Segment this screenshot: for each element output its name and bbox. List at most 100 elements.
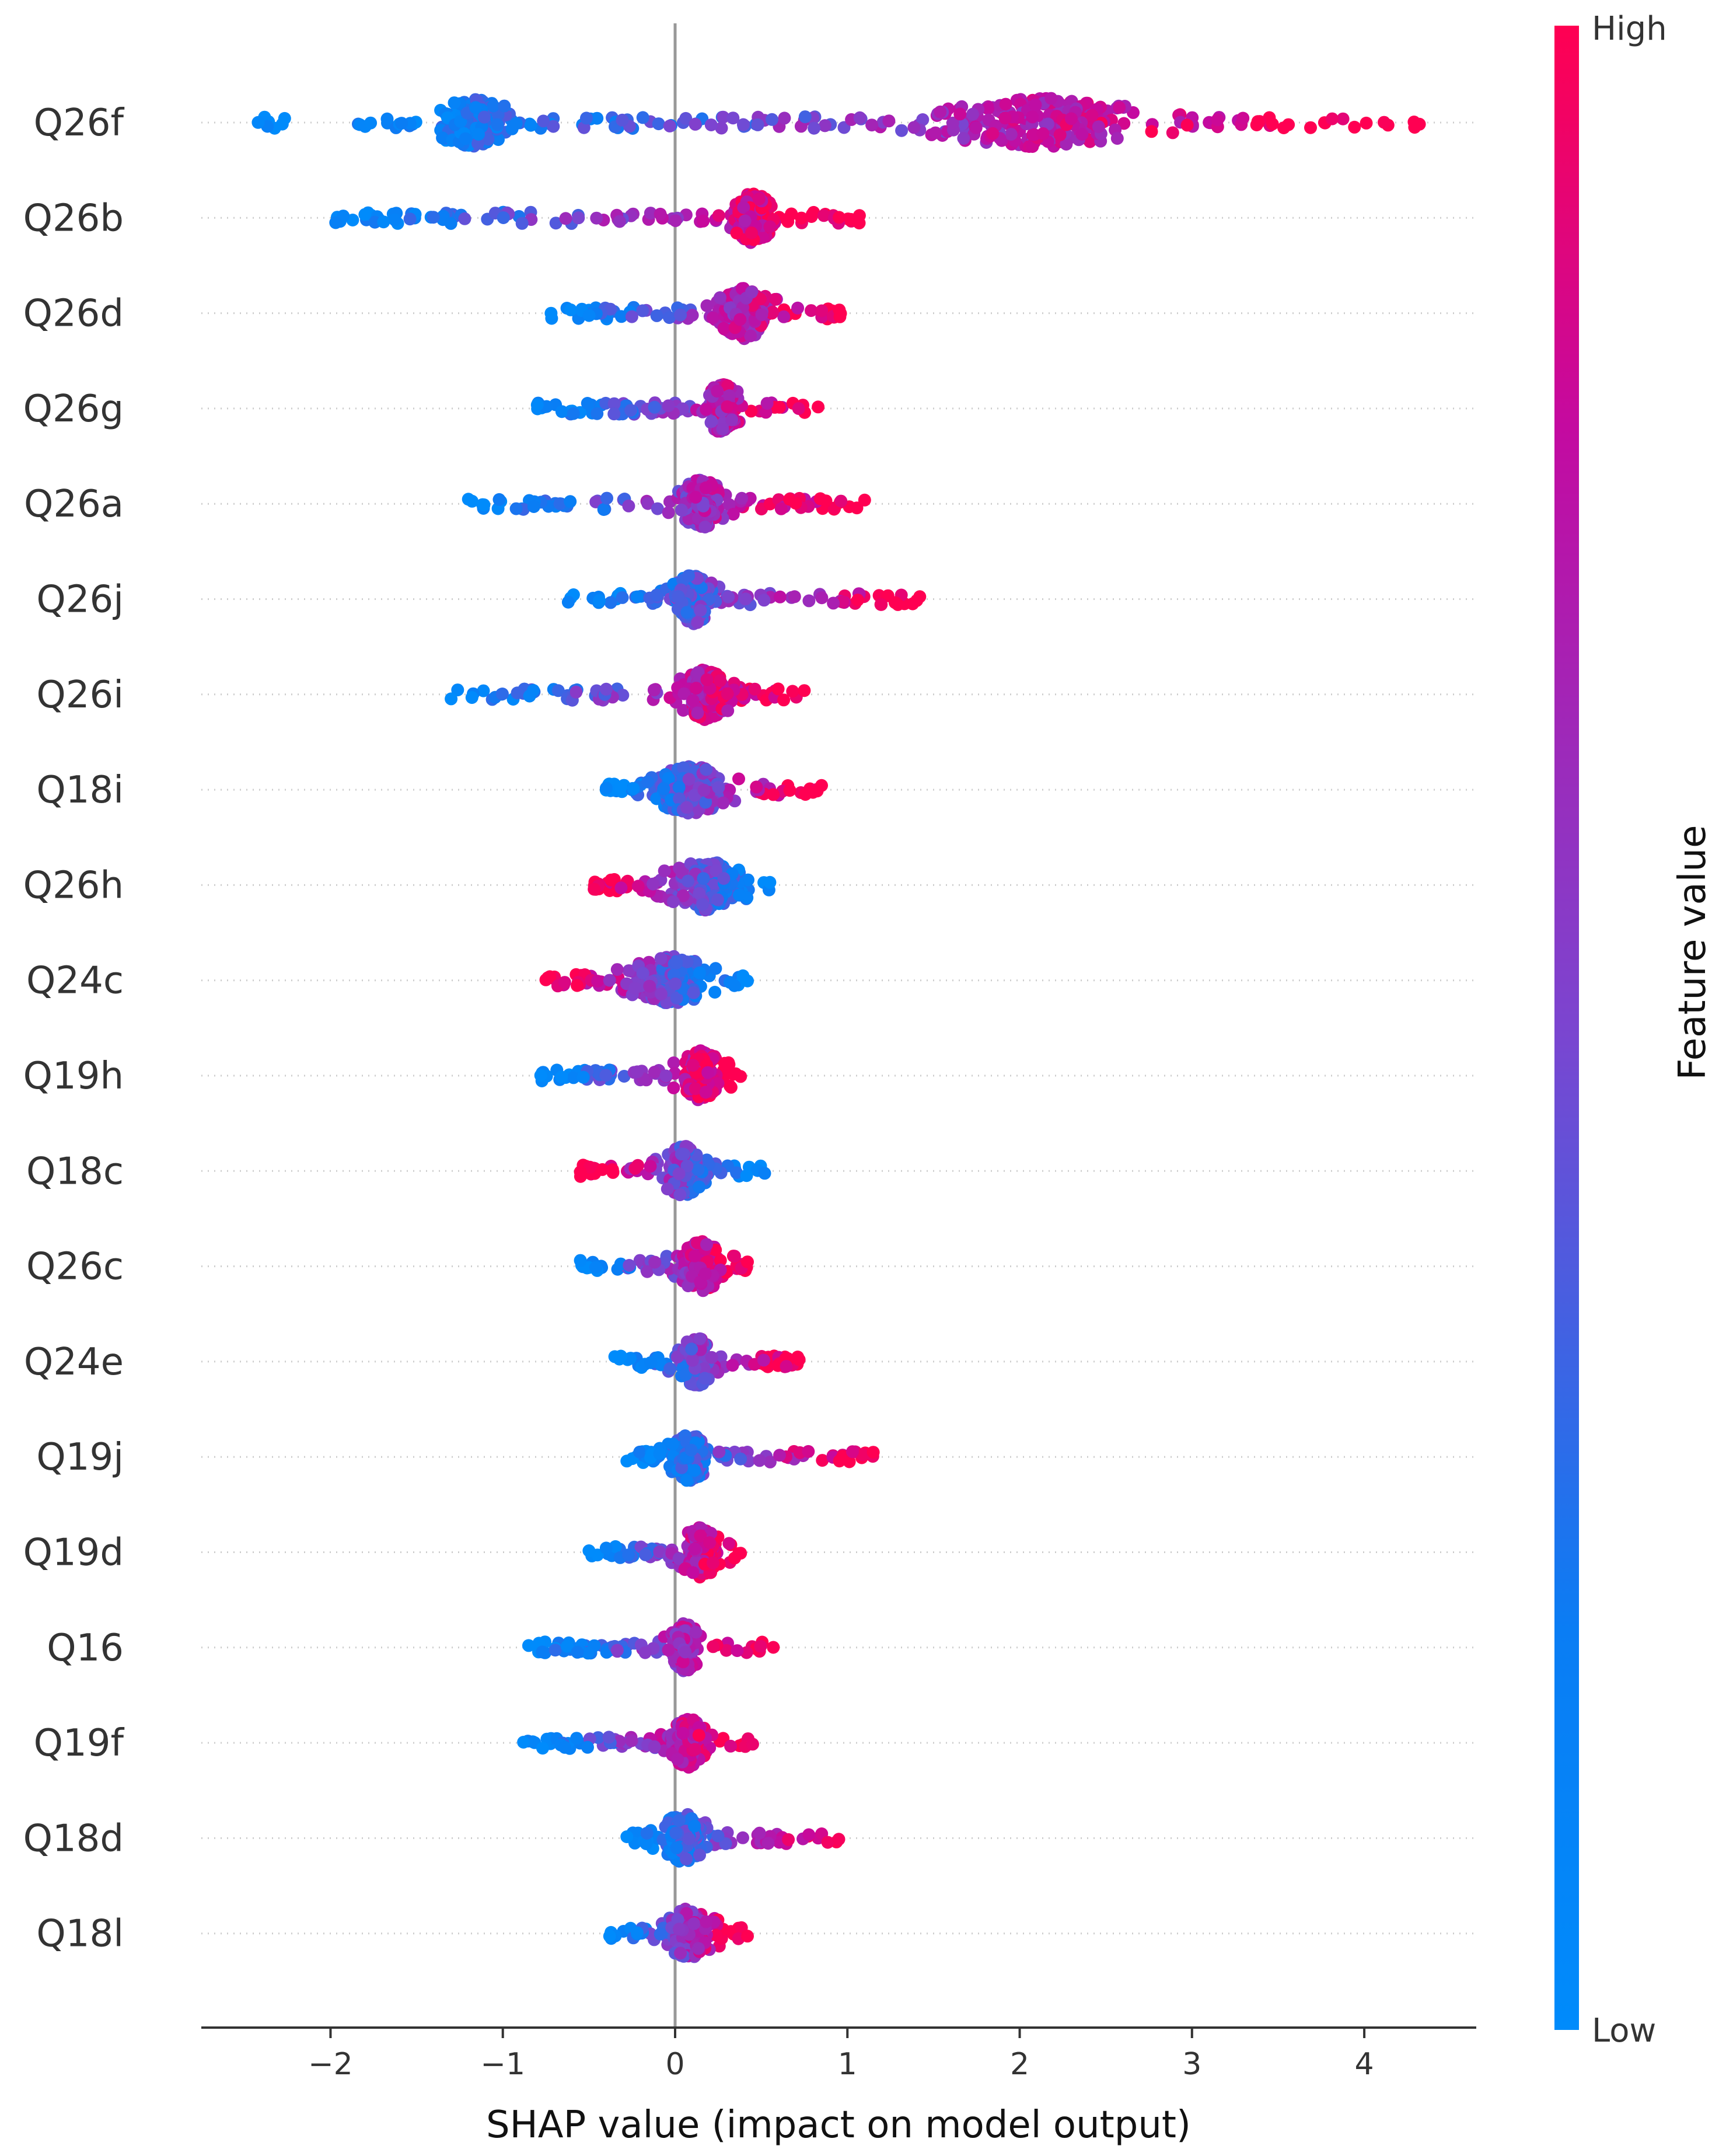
shap-point	[710, 1929, 723, 1942]
shap-point	[726, 111, 740, 125]
shap-point	[763, 220, 777, 233]
shap-point	[561, 1639, 574, 1653]
shap-point	[795, 211, 808, 225]
shap-point	[659, 1069, 673, 1083]
shap-point	[527, 683, 540, 697]
shap-point	[674, 308, 687, 322]
shap-point	[487, 99, 500, 113]
shap-point	[726, 1359, 739, 1372]
shap-point	[721, 379, 735, 393]
shap-point	[677, 761, 690, 775]
shap-point	[697, 214, 710, 228]
shap-point	[700, 1915, 713, 1928]
shap-point	[436, 131, 449, 145]
shap-point	[1282, 118, 1295, 131]
shap-point	[700, 403, 713, 416]
shap-point	[444, 217, 457, 230]
x-tick-label: 1	[838, 2047, 857, 2082]
x-axis: −2 −1 0 1 2 3 4	[201, 2026, 1476, 2082]
shap-point	[644, 207, 657, 220]
shap-point	[689, 1625, 703, 1639]
shap-point	[726, 508, 740, 521]
shap-point	[582, 309, 596, 322]
shap-point	[593, 594, 606, 608]
shap-point	[867, 1446, 880, 1459]
shap-point	[706, 1556, 719, 1569]
shap-point	[821, 1836, 834, 1849]
shap-point	[1085, 109, 1099, 122]
shap-point	[773, 590, 787, 603]
shap-point	[670, 992, 683, 1005]
shap-point	[569, 685, 583, 699]
feature-label-q26j: Q26j	[36, 578, 124, 622]
shap-point	[628, 982, 642, 995]
shap-point	[757, 1353, 770, 1367]
shap-point	[812, 400, 825, 414]
shap-point	[711, 385, 724, 398]
shap-point	[691, 666, 705, 679]
shap-point	[1250, 118, 1263, 131]
shap-point	[650, 309, 663, 322]
feature-label-q19d: Q19d	[23, 1531, 124, 1575]
shap-point	[782, 1833, 795, 1846]
shap-point	[692, 1942, 705, 1955]
shap-point	[1266, 117, 1279, 131]
shap-point	[711, 1829, 725, 1843]
shap-point	[827, 596, 840, 610]
shap-point	[722, 389, 736, 402]
shap-point	[658, 864, 671, 878]
feature-row-q26i	[445, 664, 811, 726]
feature-row-q19j	[620, 1429, 880, 1487]
shap-point	[907, 121, 921, 134]
shap-point	[737, 201, 750, 214]
shap-point	[699, 481, 712, 494]
shap-point	[701, 1066, 715, 1079]
shap-point	[673, 792, 686, 805]
shap-point	[559, 212, 572, 225]
shap-point	[616, 591, 629, 604]
shap-point	[616, 113, 629, 127]
shap-point	[673, 1188, 687, 1202]
feature-row-q19h	[534, 1044, 747, 1107]
shap-point	[537, 114, 550, 128]
shap-point	[966, 107, 979, 121]
shap-point	[1145, 125, 1158, 138]
shap-point	[711, 893, 724, 906]
shap-point	[624, 404, 638, 417]
shap-point	[833, 1454, 846, 1468]
shap-point	[610, 1644, 624, 1657]
shap-point	[791, 301, 805, 315]
shap-point	[534, 1069, 547, 1082]
shap-point	[498, 99, 511, 113]
shap-point	[588, 882, 601, 896]
shap-point	[721, 704, 735, 717]
shap-point	[712, 1445, 726, 1459]
shap-point	[755, 308, 768, 322]
shap-point	[714, 1350, 728, 1363]
shap-point	[677, 1147, 690, 1161]
shap-point	[689, 490, 703, 504]
feature-label-q18i: Q18i	[36, 769, 124, 812]
shap-point	[739, 592, 752, 606]
shap-point	[771, 682, 785, 696]
shap-point	[763, 1455, 777, 1468]
shap-point	[607, 397, 621, 410]
shap-point	[705, 1351, 718, 1364]
shap-point	[666, 895, 680, 908]
shap-point	[728, 1250, 741, 1263]
x-tick-label: 3	[1182, 2047, 1201, 2082]
shap-point	[929, 126, 942, 139]
shap-point	[745, 285, 758, 299]
shap-point	[753, 1454, 766, 1467]
shap-point	[509, 117, 523, 130]
feature-label-q19h: Q19h	[23, 1055, 124, 1098]
shap-point	[610, 963, 624, 976]
shap-point	[614, 881, 628, 895]
shap-point	[913, 590, 927, 603]
shap-point	[651, 502, 664, 515]
shap-point	[865, 118, 879, 132]
shap-point	[709, 962, 722, 975]
shap-point	[469, 101, 483, 114]
shap-point	[669, 214, 682, 228]
shap-point	[599, 782, 613, 795]
